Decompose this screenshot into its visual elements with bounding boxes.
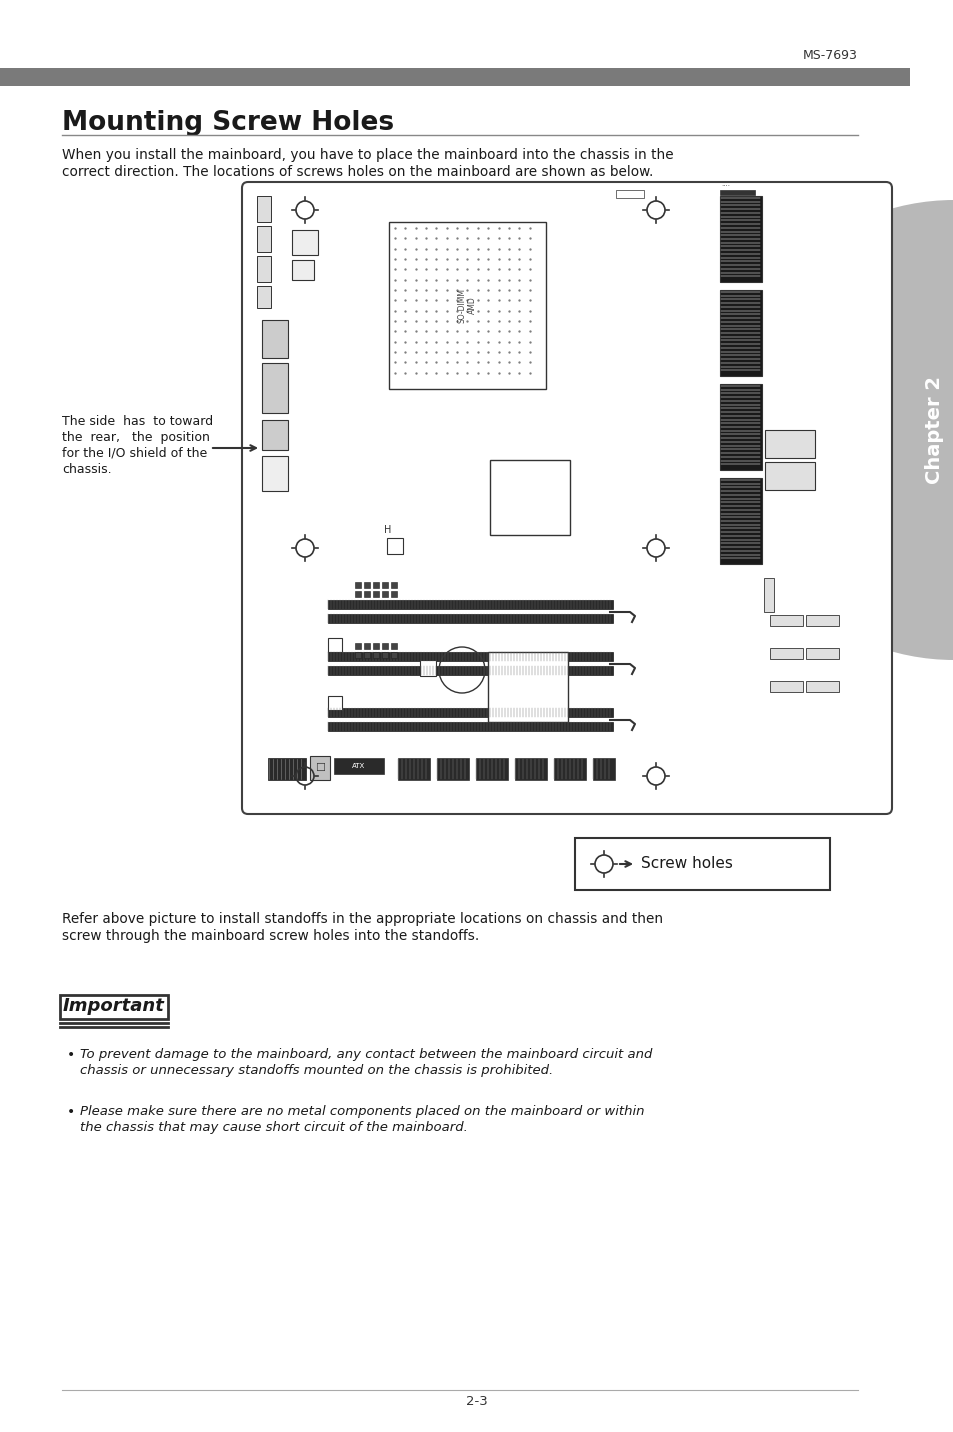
Bar (805, 649, 838, 659)
Text: H: H (384, 526, 392, 536)
Bar (593, 758, 615, 780)
Text: To prevent damage to the mainboard, any contact between the mainboard circuit an: To prevent damage to the mainboard, any … (80, 1048, 652, 1061)
Bar (720, 478, 761, 564)
Bar (381, 652, 388, 657)
Bar (419, 660, 436, 676)
FancyBboxPatch shape (242, 182, 891, 813)
Bar (391, 581, 396, 589)
Bar (60, 995, 168, 1020)
Text: for the I/O shield of the: for the I/O shield of the (62, 447, 207, 460)
Bar (262, 455, 288, 491)
Bar (328, 639, 341, 652)
Text: •: • (67, 1048, 75, 1063)
Bar (769, 614, 802, 626)
Bar (328, 600, 613, 609)
Text: chassis or unnecessary standoffs mounted on the chassis is prohibited.: chassis or unnecessary standoffs mounted… (80, 1064, 553, 1077)
Bar (268, 758, 306, 780)
Bar (805, 614, 838, 626)
Bar (720, 291, 761, 377)
Bar (391, 652, 396, 657)
Bar (328, 707, 613, 717)
Text: Screw holes: Screw holes (640, 856, 732, 872)
Bar (364, 643, 370, 649)
Bar (381, 591, 388, 597)
Bar (387, 538, 402, 554)
Bar (436, 758, 469, 780)
Bar (334, 758, 384, 775)
Bar (364, 591, 370, 597)
Bar (256, 286, 271, 308)
Text: The side  has  to toward: The side has to toward (62, 415, 213, 428)
Text: ATX: ATX (352, 763, 365, 769)
Bar (373, 643, 378, 649)
Bar (515, 758, 546, 780)
Bar (256, 226, 271, 252)
Bar (476, 758, 507, 780)
Bar (769, 649, 802, 659)
Bar (720, 196, 761, 282)
Bar (256, 256, 271, 282)
Bar (575, 838, 829, 891)
Bar (389, 222, 545, 390)
Text: When you install the mainboard, you have to place the mainboard into the chassis: When you install the mainboard, you have… (62, 147, 673, 162)
Bar (310, 756, 330, 780)
Text: correct direction. The locations of screws holes on the mainboard are shown as b: correct direction. The locations of scre… (62, 165, 653, 179)
Bar (355, 652, 360, 657)
Bar (328, 696, 341, 710)
Text: chassis.: chassis. (62, 463, 112, 475)
Bar (256, 196, 271, 222)
Bar (805, 682, 838, 692)
Bar (328, 614, 613, 623)
Bar (355, 591, 360, 597)
Bar (364, 652, 370, 657)
Bar (373, 581, 378, 589)
Text: Mounting Screw Holes: Mounting Screw Holes (62, 110, 394, 136)
Bar (764, 463, 814, 490)
Bar (328, 652, 613, 662)
Bar (381, 581, 388, 589)
Text: •: • (67, 1106, 75, 1118)
Bar (397, 758, 430, 780)
Bar (391, 591, 396, 597)
Text: the  rear,   the  position: the rear, the position (62, 431, 210, 444)
Bar (262, 420, 288, 450)
Bar (764, 430, 814, 458)
Text: ☐: ☐ (314, 763, 325, 773)
Bar (554, 758, 585, 780)
Text: 2-3: 2-3 (466, 1395, 487, 1408)
Bar (262, 362, 288, 412)
Bar (381, 643, 388, 649)
Text: Refer above picture to install standoffs in the appropriate locations on chassis: Refer above picture to install standoffs… (62, 912, 662, 927)
Bar (490, 460, 569, 536)
Bar (364, 581, 370, 589)
Text: SO-DIMM
AMD: SO-DIMM AMD (457, 288, 476, 324)
Bar (488, 652, 567, 722)
Bar (292, 231, 317, 255)
Bar (763, 579, 773, 611)
Bar (616, 190, 643, 198)
Text: screw through the mainboard screw holes into the standoffs.: screw through the mainboard screw holes … (62, 929, 478, 944)
Text: Important: Important (63, 997, 165, 1015)
Text: MS-7693: MS-7693 (802, 49, 857, 62)
Bar (720, 384, 761, 470)
Bar (355, 643, 360, 649)
Bar (373, 591, 378, 597)
Text: Please make sure there are no metal components placed on the mainboard or within: Please make sure there are no metal comp… (80, 1106, 644, 1118)
Bar (292, 261, 314, 281)
Text: the chassis that may cause short circuit of the mainboard.: the chassis that may cause short circuit… (80, 1121, 467, 1134)
Bar (328, 666, 613, 674)
Bar (391, 643, 396, 649)
Bar (720, 190, 754, 195)
Bar (0, 67, 909, 86)
Bar (328, 722, 613, 730)
Bar (355, 581, 360, 589)
Wedge shape (723, 200, 953, 660)
Bar (373, 652, 378, 657)
Text: Chapter 2: Chapter 2 (924, 377, 943, 484)
Text: ....: .... (720, 180, 729, 188)
Bar (262, 319, 288, 358)
Bar (769, 682, 802, 692)
